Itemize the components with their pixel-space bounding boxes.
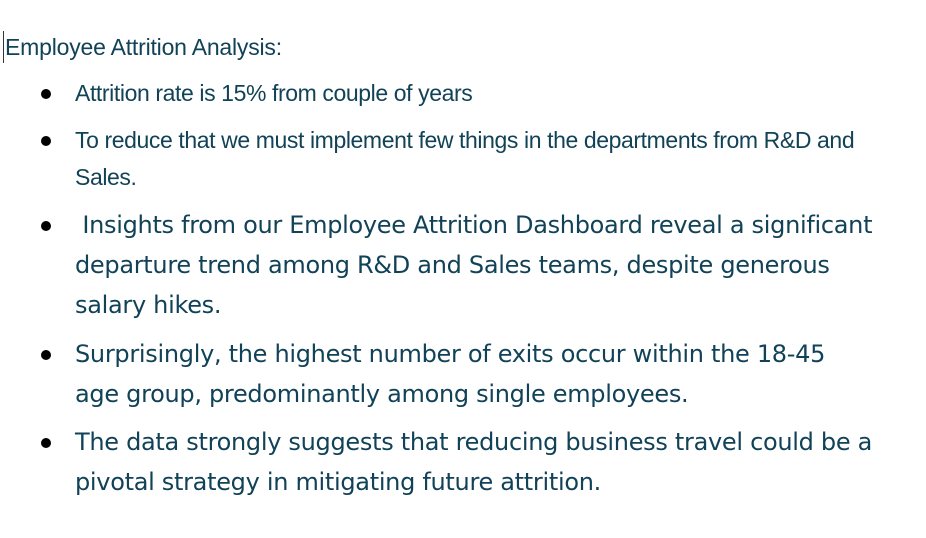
list-item-text: The data strongly suggests that reducing…: [75, 422, 920, 502]
list-item-text: Insights from our Employee Attrition Das…: [75, 205, 895, 325]
bullet-icon: [41, 438, 51, 448]
bullet-icon: [41, 350, 51, 360]
bullet-icon: [41, 221, 51, 231]
list-item-text: Attrition rate is 15% from couple of yea…: [75, 75, 875, 112]
list-item-text: To reduce that we must implement few thi…: [75, 122, 875, 196]
document-heading: Employee Attrition Analysis:: [5, 32, 282, 62]
text-cursor: [3, 31, 4, 63]
bullet-icon: [41, 136, 51, 146]
list-item-text: Surprisingly, the highest number of exit…: [75, 334, 875, 414]
bullet-icon: [41, 89, 51, 99]
